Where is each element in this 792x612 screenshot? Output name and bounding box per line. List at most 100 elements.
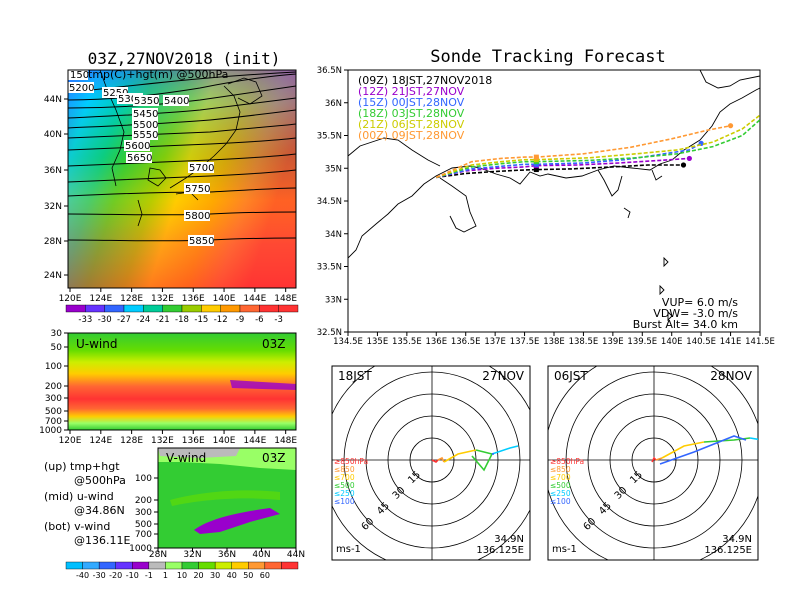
hodograph-rings (332, 366, 530, 560)
colorbar-label: -24 (136, 315, 150, 325)
wind-colorbar: -40 -30 -20 -10 -1 1 10 20 30 40 50 60 (65, 561, 299, 580)
colorbar-label: 60 (260, 571, 270, 580)
colorbar-label: -30 (98, 315, 112, 325)
hodograph-time: 18JST (338, 369, 372, 383)
contour-label: 5450 (133, 109, 158, 120)
hodograph-rings (548, 366, 758, 560)
uwind-field (68, 333, 296, 430)
x-tick-label: 44N (287, 550, 305, 560)
colorbar-swatch (181, 304, 202, 313)
x-tick-label: 135.5E (392, 337, 422, 347)
y-tick-label: 36N (44, 166, 62, 176)
colorbar-label: -12 (214, 315, 228, 325)
track-endpoint (769, 103, 774, 108)
panel-notes: (up) tmp+hgt @500hPa (mid) u-wind @34.86… (44, 460, 130, 547)
x-tick-label: 140E (213, 294, 236, 304)
param-vup: VUP= 6.0 m/s (662, 296, 738, 309)
x-tick-label: 134.5E (333, 337, 363, 347)
x-tick-label: 148E (274, 436, 297, 446)
colorbar-label: -20 (109, 571, 122, 580)
x-tick-label: 140E (213, 436, 236, 446)
y-tick-label: 200 (135, 496, 152, 506)
hodograph-trace (659, 435, 747, 465)
hodograph-trace (443, 449, 477, 463)
y-tick-label: 300 (135, 508, 152, 518)
hodograph-date: 27NOV (482, 369, 524, 383)
y-tick-label: 28N (44, 237, 62, 247)
track-panel: Sonde Tracking Forecast (09Z) 18JST,27NO… (317, 47, 775, 347)
contour-label: 5550 (133, 130, 158, 141)
hodograph-trace (749, 437, 758, 441)
vwind-gray (158, 448, 240, 458)
contour-labels: 150 tmp(C)+hgt(m) @500hPa 5200 5250 5300… (68, 68, 228, 247)
colorbar-label: -30 (93, 571, 106, 580)
colorbar-label: -6 (255, 315, 263, 325)
hodograph-frame (331, 365, 531, 561)
x-tick-label: 144E (243, 436, 266, 446)
colorbar-swatch (214, 561, 232, 570)
y-tick-label: 34.5N (317, 197, 342, 207)
uwind-time: 03Z (262, 337, 286, 351)
legend-entry: (09Z) 18JST,27NOV2018 (358, 74, 492, 87)
hodograph-level-label: ≤850 (550, 465, 571, 474)
x-tick-label: 140E (661, 337, 683, 347)
x-tick-label: 128E (120, 294, 143, 304)
colorbar-label: 50 (243, 571, 253, 580)
hodograph-trace (703, 437, 751, 443)
hodograph-trace (655, 457, 663, 461)
y-tick-label: 40N (44, 130, 62, 140)
colorbar-swatch (148, 561, 166, 570)
y-tick-label: 100 (45, 362, 62, 372)
contour-label: 5200 (69, 83, 94, 94)
hodograph-lon: 136.125E (476, 545, 524, 556)
track-burst-point (533, 167, 539, 173)
x-tick-label: 137.5E (510, 337, 540, 347)
contour-label: 5700 (189, 163, 214, 174)
param-burst: Burst Alt= 34.0 km (633, 318, 738, 331)
colorbar-label: -1 (145, 571, 153, 580)
contour-label: 5850 (189, 236, 214, 247)
colorbar-label: -3 (274, 315, 282, 325)
track-line (436, 157, 690, 179)
contour-label: 5300 (118, 94, 143, 105)
vwind-band (170, 490, 280, 506)
map-legend-label: tmp(C)+hgt(m) @500hPa (88, 68, 228, 81)
left-map-frame (67, 69, 297, 289)
corner-label: 150 (70, 70, 89, 81)
colorbar-swatch (65, 304, 86, 313)
vwind-time: 03Z (262, 451, 286, 465)
hodograph-level-label: ≥850hPa (550, 457, 584, 466)
y-tick-label: 24N (44, 271, 62, 281)
y-tick-label: 36N (325, 99, 342, 109)
hodograph-level-label: ≤500 (550, 481, 571, 490)
hodograph-lon: 136.125E (704, 545, 752, 556)
colorbar-swatch (231, 561, 249, 570)
colorbar-label: -15 (194, 315, 208, 325)
track-endpoint (686, 155, 692, 162)
legend-entry: (12Z) 21JST,27NOV (358, 85, 465, 98)
hodograph-level-label: ≤500 (334, 481, 355, 490)
colorbar-swatch (201, 304, 221, 313)
hodograph-date: 28NOV (710, 369, 752, 383)
uwind-frame (67, 332, 297, 431)
x-tick-label: 140.5E (686, 337, 716, 347)
y-tick-label: 1000 (39, 426, 62, 436)
y-tick-label: 50 (51, 343, 63, 353)
x-tick-label: 148E (274, 294, 297, 304)
note-bot: (bot) v-wind (44, 520, 110, 533)
x-tick-label: 40N (252, 550, 270, 560)
x-tick-label: 135E (367, 337, 389, 347)
left-map-title: 03Z,27NOV2018 (init) (88, 49, 281, 68)
hodograph-level-label: ≥850hPa (334, 457, 368, 466)
hodograph-level-label: ≤250 (334, 489, 355, 498)
colorbar-swatch (165, 561, 183, 570)
colorbar-label: -21 (156, 315, 170, 325)
colorbar-swatch (259, 304, 279, 313)
y-tick-label: 30 (51, 329, 63, 339)
hodograph-time: 06JST (554, 369, 588, 383)
x-tick-label: 138.5E (569, 337, 599, 347)
